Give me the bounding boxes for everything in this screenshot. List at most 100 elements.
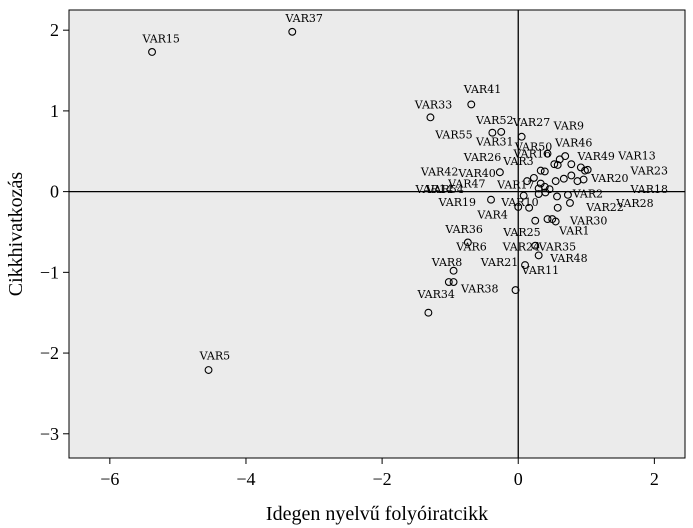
data-point [463,238,472,247]
data-point [487,195,495,204]
data-point [511,286,520,295]
point-label: VAR55 [434,128,472,141]
x-axis: −6 −4 −2 0 2 [100,458,659,489]
data-point [551,177,560,186]
data-point [583,165,592,174]
x-tick-label: 2 [650,469,659,489]
point-label: VAR41 [463,83,501,96]
point-label: VAR13 [617,149,655,162]
data-point [525,203,534,212]
point-label: VAR33 [414,98,452,111]
point-label: VAR4 [476,208,507,221]
y-axis: −3 −2 −1 0 1 2 [40,20,69,444]
data-point [536,166,545,175]
point-label: VAR25 [502,226,540,239]
data-point [551,217,560,226]
data-point [521,261,529,270]
point-label: VAR49 [576,150,614,163]
point-label: VAR3 [502,155,533,168]
point-label: VAR35 [538,241,576,254]
point-label: VAR28 [615,197,653,210]
data-point [567,160,576,169]
point-label: VAR34 [416,288,454,301]
point-label: VAR46 [554,136,592,149]
data-point [426,113,435,122]
point-label: VAR27 [512,116,550,129]
data-point [553,192,561,201]
data-point [517,132,526,141]
data-point [561,152,570,161]
data-point [534,184,543,193]
data-point [567,171,576,180]
plot-area [68,9,686,459]
data-point [449,266,458,275]
point-label: VAR36 [444,223,482,236]
data-point [449,278,458,286]
data-point [204,366,213,374]
reference-lines [69,10,685,458]
point-labels: VAR37 VAR15 VAR41 VAR33 VAR52 VAR27 VAR9 VAR55 V… [142,12,668,362]
point-label: VAR48 [549,252,587,265]
point-label: VAR9 [553,119,584,132]
data-point [531,216,540,225]
y-tick-label: 2 [50,20,59,40]
point-label: VAR15 [142,32,180,45]
point-label: VAR21 [480,256,518,269]
y-tick-label: −3 [40,424,59,444]
point-label: VAR6 [455,241,486,254]
point-label: VAR30 [569,215,607,228]
data-point [579,175,588,184]
y-axis-title: Cikkhivatkozás [5,172,27,297]
point-label: VAR17 [496,178,534,191]
y-tick-label: −1 [40,262,59,282]
data-point [559,174,568,183]
data-point [563,190,572,199]
data-point [550,160,559,169]
data-point [444,278,453,286]
data-point [288,27,297,36]
point-label: VAR52 [475,114,513,127]
point-label: VAR40 [457,167,495,180]
point-label: VAR37 [284,12,322,25]
point-label: VAR11 [521,264,559,277]
data-point [497,127,506,136]
point-label: VAR22 [585,201,623,214]
point-label: VAR8 [431,256,462,269]
data-point [543,215,552,224]
data-point [531,241,540,250]
point-label: VAR18 [630,183,668,196]
point-label: VAR26 [463,151,501,164]
y-tick-label: 0 [50,182,59,202]
data-point [553,161,562,169]
x-axis-title: Idegen nyelvű folyóiratcikk [266,503,488,525]
x-tick-label: −6 [100,469,119,489]
data-point [519,191,528,200]
data-point [553,203,562,212]
y-tick-label: −2 [40,343,59,363]
data-points [148,27,592,374]
point-label: VAR5 [199,350,230,363]
data-point [529,173,538,182]
data-point [467,100,476,109]
point-label: VAR47 [447,178,485,191]
data-point [566,198,574,207]
data-point [514,203,523,211]
data-point [488,128,497,137]
data-point [148,48,156,56]
x-tick-label: 0 [514,469,523,489]
point-label: VAR14 [414,183,452,196]
x-tick-label: −2 [373,469,392,489]
point-label: VAR24 [502,241,540,254]
point-label: VAR19 [438,196,476,209]
data-point [540,167,549,176]
data-point [495,168,504,177]
point-label: VAR10 [500,196,538,209]
data-point [541,188,550,197]
point-label: VAR2 [572,187,603,200]
data-point [543,149,552,158]
point-label: VAR42 [420,165,458,178]
data-point [424,308,433,317]
y-tick-label: 1 [50,101,59,121]
point-label: VAR16 [512,148,550,161]
